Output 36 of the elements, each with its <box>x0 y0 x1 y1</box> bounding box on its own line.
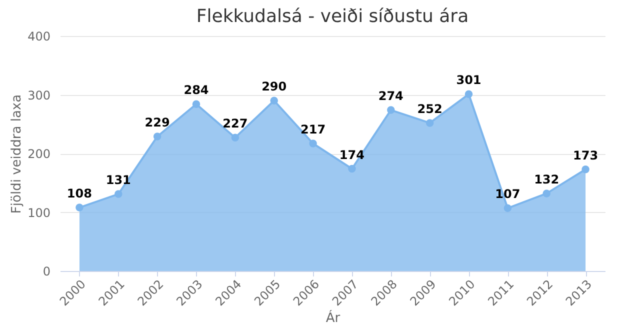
point <box>426 119 434 127</box>
chart-title: Flekkudalsá - veiði síðustu ára <box>196 6 469 27</box>
data-label: 107 <box>495 187 520 202</box>
data-label: 227 <box>222 116 248 131</box>
data-label: 229 <box>144 115 170 130</box>
data-label: 217 <box>300 122 326 137</box>
point <box>309 140 317 148</box>
point <box>387 106 395 114</box>
y-tick-label: 300 <box>28 88 50 102</box>
x-axis-title: Ár <box>326 308 341 326</box>
data-label: 174 <box>339 148 364 162</box>
point <box>270 96 278 104</box>
point <box>504 204 512 212</box>
data-label: 290 <box>262 80 287 94</box>
y-tick-label: 400 <box>28 30 50 44</box>
y-axis-title: Fjöldi veiddra laxa <box>10 94 25 214</box>
point <box>348 164 356 173</box>
data-label: 131 <box>106 173 131 188</box>
data-label: 108 <box>66 186 92 201</box>
data-label: 252 <box>417 102 442 116</box>
data-label: 301 <box>456 73 482 88</box>
point <box>76 204 84 212</box>
data-label: 274 <box>378 89 404 104</box>
point <box>542 190 550 198</box>
point <box>153 132 162 140</box>
point <box>464 90 473 98</box>
y-tick-label: 200 <box>28 147 50 161</box>
point <box>231 134 240 142</box>
data-label: 173 <box>573 148 598 162</box>
y-tick-label: 100 <box>28 206 50 220</box>
point <box>192 100 200 108</box>
point <box>114 190 122 198</box>
y-tick-label: 0 <box>42 264 50 278</box>
data-label: 284 <box>184 83 209 98</box>
data-label: 132 <box>534 172 560 186</box>
point <box>582 165 590 174</box>
